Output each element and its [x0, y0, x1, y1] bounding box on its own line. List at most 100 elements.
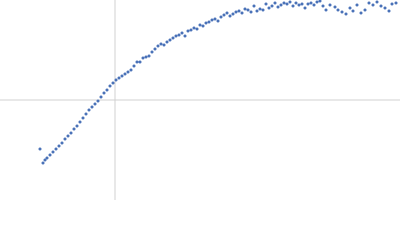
point — [383, 6, 387, 10]
point — [294, 1, 298, 5]
point — [186, 29, 190, 33]
point — [105, 88, 109, 92]
point — [258, 7, 262, 11]
point — [114, 78, 118, 82]
point — [318, 0, 322, 3]
point — [90, 105, 94, 109]
point — [312, 3, 316, 7]
point — [291, 4, 295, 8]
point — [72, 127, 76, 131]
point — [57, 144, 61, 148]
point — [375, 0, 379, 4]
point — [276, 5, 280, 9]
point — [231, 12, 235, 16]
point — [159, 42, 163, 46]
point — [336, 8, 340, 12]
point — [207, 20, 211, 24]
point — [228, 14, 232, 18]
point — [279, 3, 283, 7]
point — [261, 8, 265, 12]
point — [213, 17, 217, 21]
point — [306, 2, 310, 6]
point — [147, 54, 151, 58]
point — [60, 141, 64, 145]
point — [189, 28, 193, 32]
point — [201, 24, 205, 28]
point — [328, 3, 332, 7]
point — [216, 19, 220, 23]
point — [219, 15, 223, 19]
point — [93, 102, 97, 106]
point — [204, 21, 208, 25]
chart — [0, 0, 400, 200]
point — [153, 47, 157, 51]
point — [123, 72, 127, 76]
point — [81, 116, 85, 120]
point — [270, 4, 274, 8]
point — [69, 131, 73, 135]
point — [84, 112, 88, 116]
point — [249, 10, 253, 14]
point — [300, 2, 304, 6]
point — [198, 23, 202, 27]
point — [363, 8, 367, 12]
point — [359, 11, 363, 15]
point — [333, 5, 337, 9]
point — [192, 26, 196, 30]
point — [117, 76, 121, 80]
point — [99, 95, 103, 99]
point — [344, 12, 348, 16]
point — [144, 55, 148, 59]
point — [63, 137, 67, 141]
point — [379, 4, 383, 8]
point — [367, 1, 371, 5]
point — [252, 4, 256, 8]
point — [165, 40, 169, 44]
point — [243, 7, 247, 11]
point — [51, 150, 55, 154]
point — [150, 50, 154, 54]
point — [273, 1, 277, 5]
point — [38, 147, 42, 151]
point — [120, 74, 124, 78]
point — [315, 0, 319, 4]
point — [108, 84, 112, 88]
point — [41, 161, 45, 165]
point — [225, 11, 229, 15]
point — [138, 60, 142, 64]
point — [348, 6, 352, 10]
point — [324, 8, 328, 12]
point — [387, 9, 391, 13]
point — [75, 124, 79, 128]
point — [267, 6, 271, 10]
point — [282, 1, 286, 5]
point — [351, 9, 355, 13]
point — [87, 108, 91, 112]
point — [54, 147, 58, 151]
point — [102, 91, 106, 95]
point — [240, 11, 244, 15]
point — [183, 34, 187, 38]
point — [168, 38, 172, 42]
point — [371, 3, 375, 7]
point — [340, 10, 344, 14]
point — [285, 2, 289, 6]
point — [255, 9, 259, 13]
point — [135, 60, 139, 64]
point — [355, 3, 359, 7]
point — [177, 33, 181, 37]
point — [390, 2, 394, 6]
point — [111, 81, 115, 85]
point — [234, 10, 238, 14]
point — [222, 13, 226, 17]
point — [321, 4, 325, 8]
point — [45, 156, 49, 160]
point — [297, 3, 301, 7]
point — [66, 134, 70, 138]
point — [156, 44, 160, 48]
point — [195, 27, 199, 31]
point — [237, 9, 241, 13]
point — [171, 36, 175, 40]
point — [126, 70, 130, 74]
point — [180, 31, 184, 35]
